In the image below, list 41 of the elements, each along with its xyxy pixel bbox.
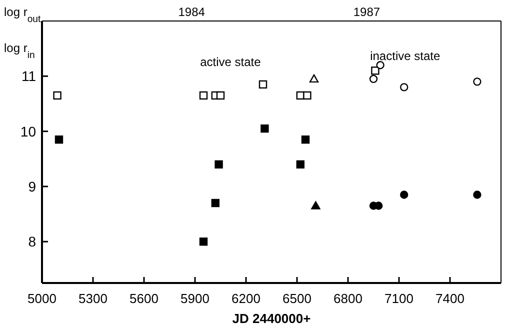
point <box>400 83 408 92</box>
point <box>211 198 220 208</box>
point <box>199 238 208 246</box>
point <box>301 135 310 144</box>
point <box>473 78 482 86</box>
point <box>258 80 268 89</box>
point <box>54 135 64 144</box>
x-axis-title: JD 2440000+ <box>232 311 312 326</box>
x-tick-label: 7400 <box>436 291 464 306</box>
x-tick-label: 5300 <box>78 291 108 306</box>
x-tick-label: 6500 <box>282 291 312 306</box>
x-tick-label: 6200 <box>232 291 260 306</box>
point <box>260 124 269 133</box>
point <box>53 91 62 100</box>
point <box>214 160 223 169</box>
annotation: inactive state <box>370 49 440 63</box>
y-tick-label: 10 <box>20 123 36 140</box>
y-tick-label: 8 <box>28 234 36 250</box>
point <box>311 201 320 210</box>
point <box>400 190 408 199</box>
annotation: active state <box>200 55 262 69</box>
y-tick-label: 11 <box>21 68 36 84</box>
point <box>376 61 384 70</box>
text: 1987 <box>353 5 380 19</box>
x-tick-label: 7100 <box>384 291 414 306</box>
point <box>303 91 312 100</box>
x-tick-label: 5000 <box>28 291 56 306</box>
point <box>473 190 482 199</box>
y-axis-title: log r$_{out}$ <box>4 5 42 24</box>
point <box>296 160 304 169</box>
text: 1984 <box>178 5 206 19</box>
point <box>309 74 319 83</box>
point <box>369 74 378 84</box>
text: log r$_{in}$ <box>4 41 35 60</box>
x-tick-label: 6800 <box>334 291 362 306</box>
y-tick-label: 9 <box>28 178 36 194</box>
point <box>199 91 208 100</box>
x-tick-label: 5900 <box>180 291 210 306</box>
x-tick-label: 5600 <box>130 291 158 306</box>
point <box>216 91 225 100</box>
point <box>371 66 380 75</box>
